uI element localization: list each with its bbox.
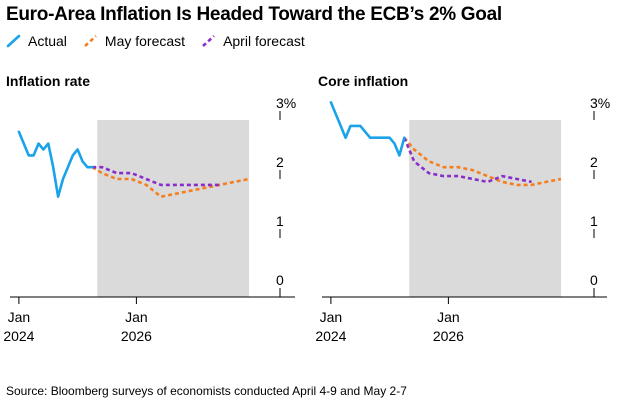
inflation-rate-series-actual — [17, 130, 94, 198]
core-inflation-ytick-label: 0 — [590, 272, 598, 288]
legend-april-swatch — [202, 35, 215, 47]
inflation-rate-ytick-label: 0 — [276, 272, 284, 288]
legend-label-may: May forecast — [104, 33, 186, 49]
inflation-rate-series-april-forecast — [92, 165, 220, 187]
core-inflation-series-actual — [329, 101, 406, 157]
charts-area: Inflation rate 0 1 2 3% Jan 2024 Jan 2026 Core in… — [3, 73, 610, 344]
inflation-rate-forecast-shade — [97, 120, 250, 297]
core-inflation-ytick-label: 3% — [590, 95, 610, 111]
legend-item-may: May forecast — [83, 33, 185, 49]
legend-item-actual: Actual — [6, 33, 67, 49]
core-inflation-title: Core inflation — [318, 73, 408, 89]
legend-actual-swatch — [6, 34, 21, 48]
source-note: Source: Bloomberg surveys of economists … — [6, 384, 407, 398]
inflation-rate-xtick-label: Jan — [125, 309, 148, 325]
inflation-rate-ytick-label: 2 — [276, 154, 284, 170]
inflation-rate-ytick-label: 3% — [276, 95, 296, 111]
inflation-rate-series-may-forecast — [91, 166, 250, 198]
core-inflation-xtick-label-year: 2026 — [433, 328, 464, 344]
legend-item-april: April forecast — [201, 33, 305, 49]
core-inflation-series-may-forecast — [403, 136, 562, 187]
inflation-rate-title: Inflation rate — [6, 73, 90, 89]
inflation-rate-xtick-label-year: 2024 — [3, 328, 34, 344]
legend-may-swatch — [84, 35, 97, 47]
core-inflation-ytick-label: 1 — [590, 213, 598, 229]
chart-title: Euro-Area Inflation Is Headed Toward the… — [6, 4, 502, 25]
inflation-rate-ytick-label: 1 — [276, 213, 284, 229]
core-inflation-xtick-label: Jan — [437, 309, 460, 325]
legend-label-april: April forecast — [223, 33, 305, 49]
core-inflation-forecast-shade — [409, 120, 561, 297]
core-inflation-series-april-forecast — [403, 137, 532, 184]
inflation-rate-xtick-label: Jan — [8, 309, 31, 325]
legend: Actual May forecast April forecast — [6, 33, 305, 49]
legend-label-actual: Actual — [28, 33, 67, 49]
core-inflation-xtick-label-year: 2024 — [315, 328, 346, 344]
inflation-rate-xtick-label-year: 2026 — [121, 328, 152, 344]
core-inflation-xtick-label: Jan — [320, 309, 343, 325]
core-inflation-ytick-label: 2 — [590, 154, 598, 170]
